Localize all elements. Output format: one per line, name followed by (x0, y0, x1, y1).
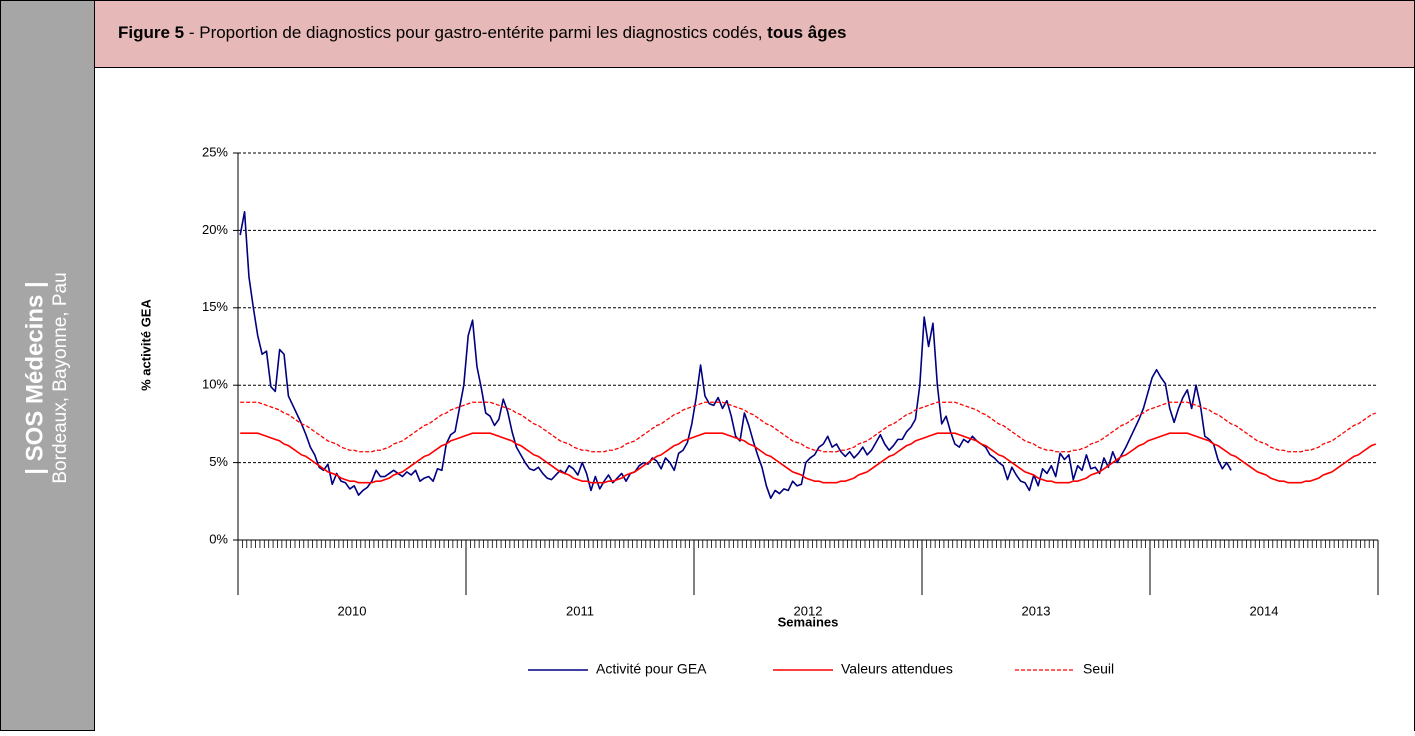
y-tick-label: 25% (202, 144, 228, 159)
sidebar (0, 0, 95, 731)
y-tick-label: 20% (202, 222, 228, 237)
sidebar-subtitle: Bordeaux, Bayonne, Pau (50, 272, 71, 483)
y-tick-label: 10% (202, 377, 228, 392)
y-axis-title: % activité GEA (138, 299, 153, 391)
figure-number: Figure 5 (118, 23, 184, 42)
sidebar-title: | SOS Médecins | (21, 281, 48, 475)
y-tick-label: 15% (202, 299, 228, 314)
series-line (240, 432, 1377, 484)
x-group-label: 2011 (566, 603, 594, 618)
legend-label: Valeurs attendues (841, 661, 953, 677)
y-tick-label: 5% (209, 454, 228, 469)
x-group-label: 2012 (794, 603, 823, 618)
series-line (240, 401, 1377, 453)
legend-label: Seuil (1083, 661, 1114, 677)
sidebar-text: | SOS Médecins | Bordeaux, Bayonne, Pau (21, 272, 71, 483)
figure-caption: - Proportion de diagnostics pour gastro-… (184, 23, 767, 42)
header (94, 0, 1415, 68)
header-text: Figure 5 - Proportion de diagnostics pou… (118, 23, 847, 42)
series-line (239, 211, 1232, 499)
y-tick-label: 0% (209, 531, 228, 546)
x-group-label: 2014 (1250, 603, 1279, 618)
x-group-label: 2010 (338, 603, 367, 618)
figure-emphasis: tous âges (767, 23, 846, 42)
x-axis-title: Semaines (778, 614, 839, 629)
x-group-label: 2013 (1022, 603, 1051, 618)
legend-label: Activité pour GEA (596, 661, 707, 677)
